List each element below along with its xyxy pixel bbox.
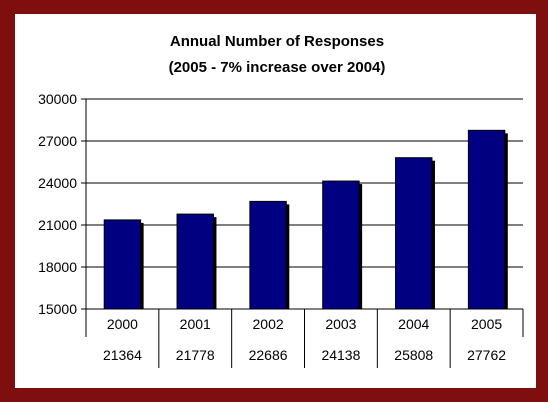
value-label: 21778 xyxy=(176,347,215,363)
x-category-label: 2003 xyxy=(325,316,356,332)
x-category-label: 2002 xyxy=(253,316,284,332)
chart-title-line-1: Annual Number of Responses xyxy=(170,33,384,50)
value-label: 25808 xyxy=(394,347,433,363)
y-tick-label: 27000 xyxy=(38,133,77,149)
value-label: 27762 xyxy=(467,347,506,363)
x-category-label: 2004 xyxy=(398,316,429,332)
value-label: 21364 xyxy=(103,347,142,363)
bar-2004 xyxy=(395,157,433,310)
bar-2003 xyxy=(322,180,360,310)
y-tick-label: 15000 xyxy=(38,301,77,317)
x-category-label: 2001 xyxy=(180,316,211,332)
y-tick-label: 18000 xyxy=(38,259,77,275)
x-category-label: 2000 xyxy=(107,316,138,332)
value-label: 24138 xyxy=(321,347,360,363)
bar-2005 xyxy=(467,129,506,310)
y-tick-label: 30000 xyxy=(38,91,77,107)
value-label: 22686 xyxy=(249,347,288,363)
bar-2000 xyxy=(103,219,142,310)
y-tick-label: 24000 xyxy=(38,175,77,191)
bar-2002 xyxy=(249,200,287,310)
bar-2001 xyxy=(176,213,214,310)
x-category-label: 2005 xyxy=(471,316,502,332)
y-tick-label: 21000 xyxy=(38,217,77,233)
chart-title-line-2: (2005 - 7% increase over 2004) xyxy=(169,59,386,76)
